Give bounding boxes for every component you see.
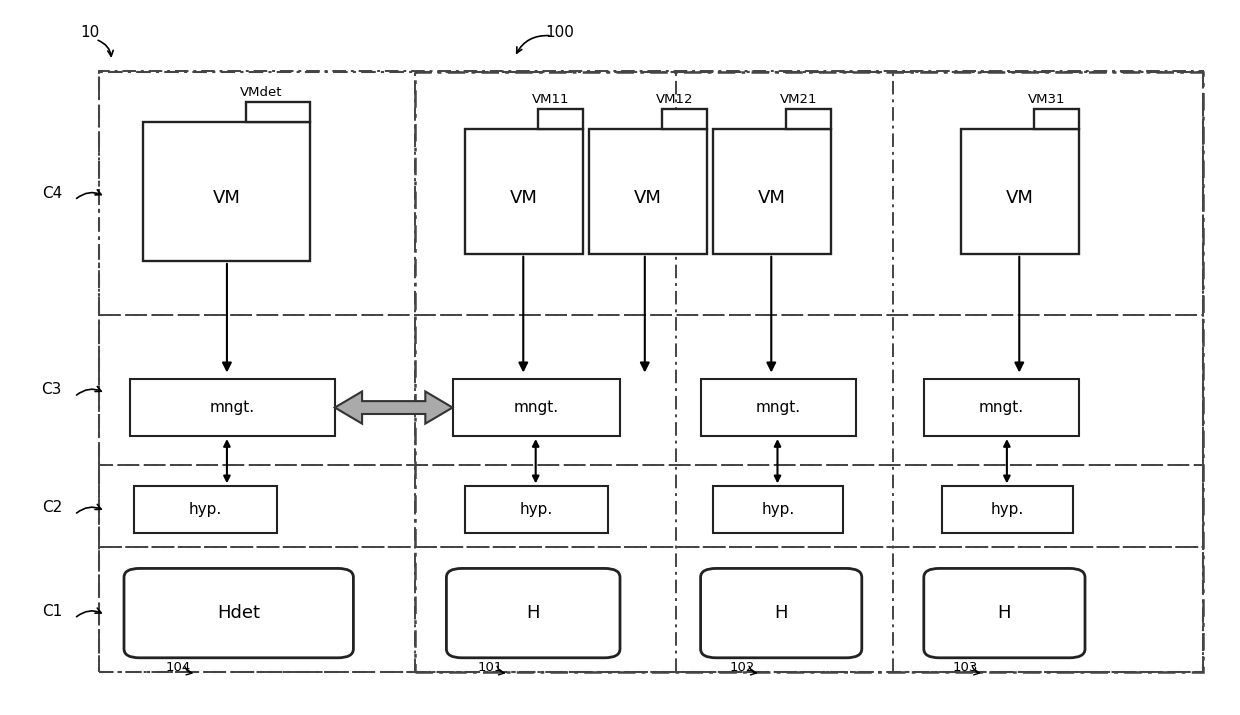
- FancyBboxPatch shape: [446, 568, 620, 658]
- Text: H: H: [527, 604, 539, 622]
- Text: VM: VM: [634, 189, 662, 207]
- Text: mngt.: mngt.: [513, 400, 559, 415]
- Text: 102: 102: [729, 661, 755, 674]
- Bar: [942, 486, 1073, 533]
- Bar: [713, 129, 831, 254]
- Bar: [1034, 109, 1079, 129]
- Text: VM21: VM21: [780, 93, 817, 106]
- Text: 100: 100: [546, 25, 574, 40]
- Text: H: H: [998, 604, 1011, 622]
- Bar: [924, 379, 1079, 436]
- Bar: [99, 72, 1203, 672]
- Text: VMdet: VMdet: [241, 86, 283, 99]
- FancyBboxPatch shape: [701, 568, 862, 658]
- FancyBboxPatch shape: [924, 568, 1085, 658]
- Text: C2: C2: [42, 500, 62, 515]
- Text: VM: VM: [212, 189, 241, 207]
- Text: hyp.: hyp.: [761, 502, 795, 517]
- Text: mngt.: mngt.: [210, 400, 255, 415]
- Text: hyp.: hyp.: [520, 502, 553, 517]
- Bar: [465, 129, 583, 254]
- Bar: [143, 122, 310, 261]
- Bar: [961, 129, 1079, 254]
- FancyBboxPatch shape: [124, 568, 353, 658]
- Bar: [99, 547, 1203, 672]
- Bar: [415, 72, 1203, 672]
- Bar: [130, 379, 335, 436]
- Text: C4: C4: [42, 186, 62, 200]
- Polygon shape: [335, 392, 453, 423]
- Bar: [538, 109, 583, 129]
- Text: Hdet: Hdet: [217, 604, 260, 622]
- Text: 103: 103: [952, 661, 978, 674]
- Text: VM11: VM11: [532, 93, 569, 106]
- Bar: [589, 129, 707, 254]
- Text: hyp.: hyp.: [188, 502, 222, 517]
- Bar: [465, 486, 608, 533]
- Text: 10: 10: [81, 25, 100, 40]
- Text: hyp.: hyp.: [991, 502, 1024, 517]
- Bar: [662, 109, 707, 129]
- Bar: [134, 486, 277, 533]
- Text: mngt.: mngt.: [978, 400, 1024, 415]
- Text: mngt.: mngt.: [755, 400, 801, 415]
- Text: VM: VM: [510, 189, 538, 207]
- Bar: [701, 379, 856, 436]
- Bar: [247, 102, 310, 122]
- Text: VM: VM: [1006, 189, 1034, 207]
- Text: VM12: VM12: [656, 93, 693, 106]
- Text: C3: C3: [42, 383, 62, 397]
- Bar: [99, 315, 1203, 465]
- Bar: [713, 486, 843, 533]
- Bar: [99, 465, 1203, 547]
- Text: C1: C1: [42, 604, 62, 618]
- Text: VM: VM: [758, 189, 786, 207]
- Bar: [453, 379, 620, 436]
- Text: 101: 101: [477, 661, 503, 674]
- Text: VM31: VM31: [1028, 93, 1065, 106]
- Text: 104: 104: [165, 661, 191, 674]
- Bar: [786, 109, 831, 129]
- Bar: [99, 72, 1203, 315]
- Text: H: H: [775, 604, 787, 622]
